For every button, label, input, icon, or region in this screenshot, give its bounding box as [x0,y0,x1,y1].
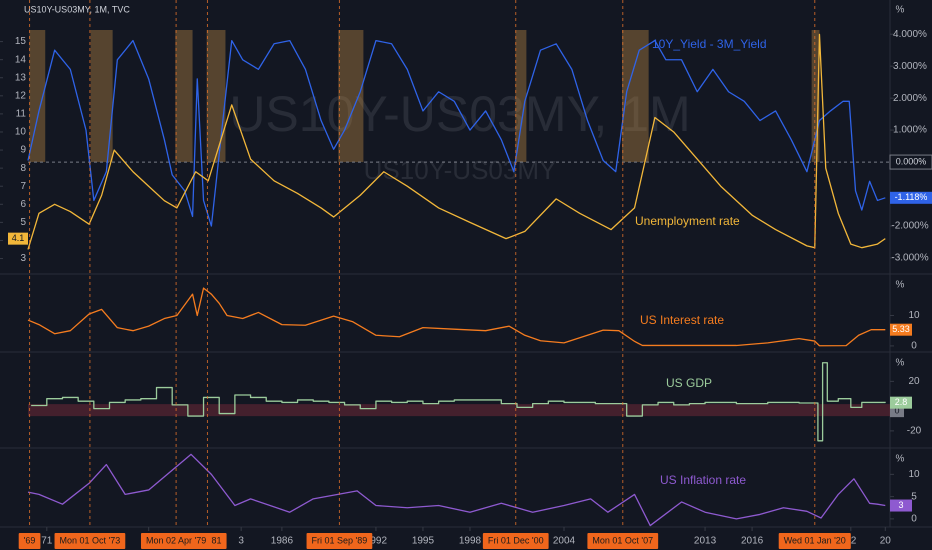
recession-band [175,30,193,163]
event-label: Fri 01 Sep '89 [312,535,368,545]
y-tick-label: 13 [15,72,27,83]
recession-band [338,30,364,163]
pane-title: US Interest rate [640,313,724,327]
event-label: Wed 01 Jan '20 [784,535,846,545]
series-line [27,287,886,347]
last-value-box [8,232,28,245]
y2-tick-label: 2.000% [893,93,927,104]
event-label-group: Mon 01 Oct '07 [587,533,659,549]
event-label: Mon 02 Apr '79 [146,535,206,545]
series-line [27,453,886,527]
last-value-box [890,191,932,204]
y-tick-label: 3 [20,253,26,264]
y-tick-label: 6 [20,199,26,210]
reference-label: 0.000% [896,156,927,166]
pane-title: US Inflation rate [660,473,746,487]
watermark: US10Y-US03MY [364,155,557,185]
legend-label: 10Y_Yield - 3M_Yield [652,37,767,51]
y-tick-label: 5 [20,217,26,228]
event-label-box [482,533,549,549]
x-tick-label: 22 [845,536,857,547]
recession-band [29,30,46,163]
event-label-box [54,533,126,549]
event-label-group: Fri 01 Sep '89 [306,533,373,549]
series-line [27,39,886,227]
legend-label: Unemployment rate [635,214,740,228]
y-tick-label: -20 [907,426,922,437]
last-value-box [890,499,912,512]
last-value-label: 3 [898,500,903,510]
y-tick-label: 10 [908,469,920,480]
axis-unit: % [896,280,905,291]
recession-band [515,30,527,163]
y2-tick-label: 4.000% [893,29,927,40]
pane-title: US GDP [666,376,712,390]
y2-tick-label: 3.000% [893,61,927,72]
y-tick-label: 15 [15,36,27,47]
event-label: Mon 01 Oct '73 [60,535,121,545]
chart-title: US10Y-US03MY, 1M, TVC [24,4,130,14]
series-line [31,362,886,442]
x-tick-label: 2004 [553,536,576,547]
axis-unit: % [896,454,905,465]
y-tick-label: 8 [20,163,26,174]
series-line [27,33,886,250]
axis-unit: % [896,358,905,369]
watermark: US10Y-US03MY, 1M [229,86,690,142]
y-tick-label: 10 [908,310,920,321]
y-tick-label: 20 [908,376,920,387]
event-label-group: Mon 01 Oct '73 [54,533,126,549]
x-tick-label: 1986 [271,536,294,547]
reference-label-box [889,154,932,170]
axis-unit: % [896,5,905,16]
x-tick-label: 1998 [459,536,482,547]
event-label-box [778,533,851,549]
event-label-group: '69 [18,533,41,549]
x-tick-label: 20 [880,536,892,547]
baseline-label: 0 [894,406,899,416]
x-tick-label: 1995 [412,536,435,547]
recession-band [811,30,820,163]
y-tick-label: 9 [20,145,26,156]
y2-tick-label: -3.000% [891,253,928,264]
event-label-box [18,533,41,549]
baseline-band [28,404,890,417]
y-tick-label: 0 [911,341,917,352]
y-tick-label: 14 [15,54,27,65]
recession-band [206,30,226,163]
last-value-label: 4.1 [12,233,25,243]
y-tick-label: 5 [911,491,917,502]
event-label-group: Wed 01 Jan '20 [778,533,851,549]
last-value-label: -1.118% [895,192,928,202]
event-label-box [306,533,373,549]
event-label: '69 [24,535,36,545]
y-tick-label: 0 [911,514,917,525]
event-label: Fri 01 Dec '00 [488,535,544,545]
y-tick-label: 11 [16,109,27,120]
last-value-box [890,396,912,409]
event-label-box [140,533,212,549]
event-label: Mon 01 Oct '07 [592,535,653,545]
last-value-label: 2.8 [895,397,908,407]
x-tick-label: 2016 [741,536,764,547]
x-tick-label: 3 [238,536,244,547]
y-tick-label: 12 [15,90,27,101]
y2-tick-label: 1.000% [893,125,927,136]
y-tick-label: 10 [15,127,27,138]
x-tick-label: 1992 [365,536,388,547]
event-label-box [587,533,659,549]
last-value-label: 5.33 [892,324,910,334]
last-value-box [890,323,912,336]
recession-band [90,30,113,163]
y2-tick-label: -2.000% [891,221,928,232]
y-tick-label: 7 [20,181,26,192]
x-tick-label: 2013 [694,536,717,547]
event-label-group: Mon 02 Apr '79 [140,533,212,549]
x-tick-label: 71 [41,536,53,547]
event-label-group: Fri 01 Dec '00 [482,533,549,549]
